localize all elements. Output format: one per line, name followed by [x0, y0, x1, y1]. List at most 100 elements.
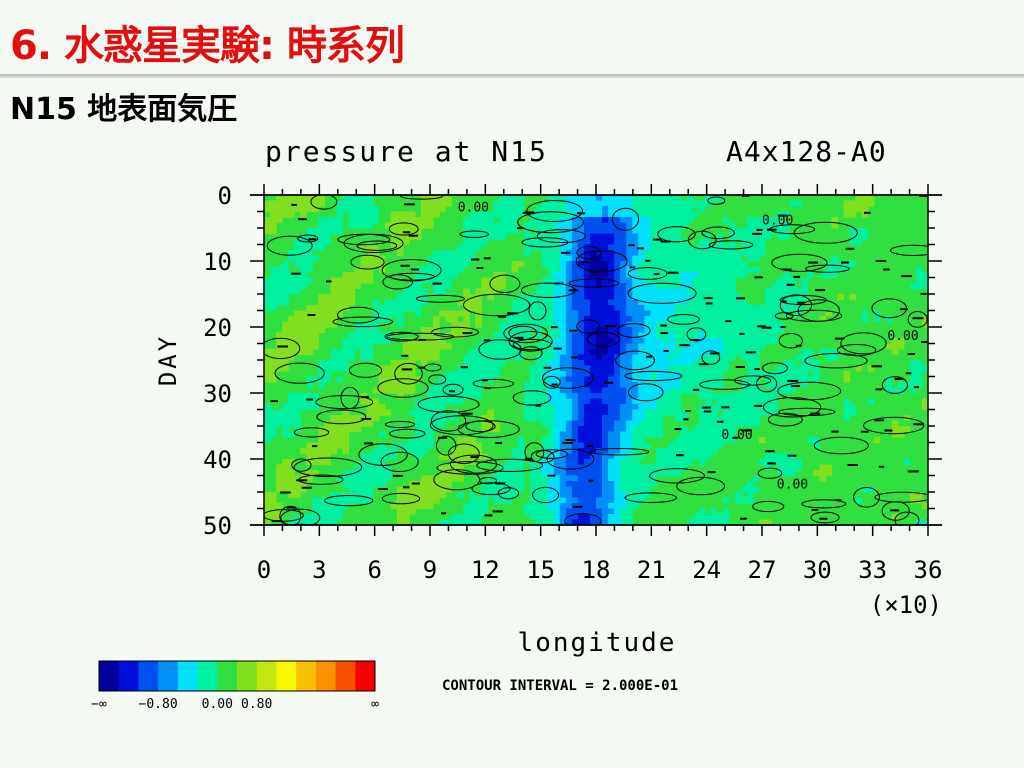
heatmap-cell: [722, 316, 730, 323]
heatmap-cell: [300, 200, 307, 207]
heatmap-cell: [819, 316, 826, 323]
heatmap-cell: [698, 349, 706, 356]
heatmap-cell: [656, 217, 663, 224]
heatmap-cell: [420, 332, 428, 339]
heatmap-cell: [758, 250, 766, 257]
heatmap-cell: [360, 332, 368, 339]
heatmap-cell: [577, 398, 585, 405]
heatmap-cell: [608, 217, 615, 224]
heatmap-cell: [517, 470, 525, 477]
heatmap-cell: [565, 426, 573, 433]
heatmap-cell: [849, 409, 857, 416]
heatmap-cell: [318, 431, 325, 438]
heatmap-cell: [360, 398, 368, 405]
heatmap-cell: [589, 382, 597, 389]
heatmap-cell: [487, 420, 494, 427]
heatmap-cell: [752, 349, 760, 356]
heatmap-cell: [752, 415, 760, 422]
heatmap-cell: [559, 409, 567, 416]
heatmap-cell: [330, 299, 338, 306]
heatmap-cell: [360, 261, 368, 268]
heatmap-cell: [686, 299, 694, 306]
heatmap-cell: [475, 244, 482, 251]
heatmap-cell: [493, 222, 501, 229]
heatmap-cell: [716, 338, 724, 345]
heatmap-cell: [710, 343, 718, 350]
heatmap-cell: [614, 371, 621, 378]
heatmap-cell: [855, 239, 863, 246]
heatmap-cell: [831, 272, 839, 279]
heatmap-cell: [837, 261, 845, 268]
heatmap-cell: [439, 382, 446, 389]
heatmap-cell: [680, 239, 688, 246]
heatmap-cell: [698, 327, 706, 334]
heatmap-cell: [722, 497, 730, 504]
heatmap-cell: [336, 475, 344, 482]
contour-line: [291, 458, 312, 472]
heatmap-cell: [734, 294, 742, 301]
heatmap-cell: [318, 514, 325, 521]
heatmap-cell: [420, 437, 428, 444]
heatmap-cell: [553, 343, 561, 350]
heatmap-cell: [589, 228, 597, 235]
heatmap-cell: [819, 272, 826, 279]
heatmap-cell: [553, 387, 561, 394]
heatmap-cell: [276, 349, 283, 356]
heatmap-cell: [632, 228, 639, 235]
heatmap-cell: [746, 365, 754, 372]
heatmap-cell: [632, 250, 639, 257]
heatmap-cell: [408, 211, 416, 218]
heatmap-cell: [674, 255, 682, 262]
heatmap-cell: [294, 475, 301, 482]
heatmap-cell: [674, 272, 682, 279]
heatmap-cell: [650, 266, 657, 273]
heatmap-cell: [650, 349, 657, 356]
heatmap-cell: [360, 327, 368, 334]
contour-line: [701, 226, 735, 240]
heatmap-cell: [282, 459, 289, 466]
heatmap-cell: [620, 448, 627, 455]
heatmap-cell: [535, 239, 543, 246]
heatmap-cell: [420, 266, 428, 273]
heatmap-cell: [765, 332, 772, 339]
heatmap-cell: [638, 250, 645, 257]
heatmap-cell: [674, 233, 682, 240]
heatmap-cell: [541, 404, 549, 411]
heatmap-cell: [264, 497, 271, 504]
heatmap-cell: [541, 349, 549, 356]
heatmap-cell: [692, 200, 700, 207]
heatmap-cell: [547, 404, 555, 411]
y-tick-label: 50: [203, 512, 232, 540]
heatmap-cell: [789, 299, 796, 306]
heatmap-cell: [372, 409, 380, 416]
heatmap-cell: [487, 233, 494, 240]
heatmap-cell: [686, 316, 694, 323]
heatmap-cell: [620, 217, 627, 224]
y-tick-label: 30: [203, 380, 232, 408]
heatmap-cell: [710, 272, 718, 279]
heatmap-cell: [656, 250, 663, 257]
heatmap-cell: [843, 415, 851, 422]
heatmap-cell: [306, 316, 313, 323]
heatmap-cell: [505, 343, 513, 350]
heatmap-cell: [722, 398, 730, 405]
heatmap-cell: [469, 365, 476, 372]
heatmap-cell: [668, 211, 676, 218]
heatmap-cell: [420, 481, 428, 488]
heatmap-cell: [789, 360, 796, 367]
heatmap-cell: [674, 283, 682, 290]
heatmap-cell: [402, 343, 410, 350]
heatmap-cell: [294, 261, 301, 268]
heatmap-cell: [602, 365, 609, 372]
heatmap-cell: [487, 415, 494, 422]
heatmap-cell: [632, 255, 639, 262]
heatmap-cell: [771, 338, 778, 345]
heatmap-cell: [915, 360, 923, 367]
heatmap-cell: [771, 409, 778, 416]
heatmap-cell: [300, 211, 307, 218]
heatmap-cell: [324, 228, 331, 235]
heatmap-cell: [282, 272, 289, 279]
heatmap-cell: [602, 244, 609, 251]
contour-line: [627, 282, 697, 304]
heatmap-cell: [698, 382, 706, 389]
